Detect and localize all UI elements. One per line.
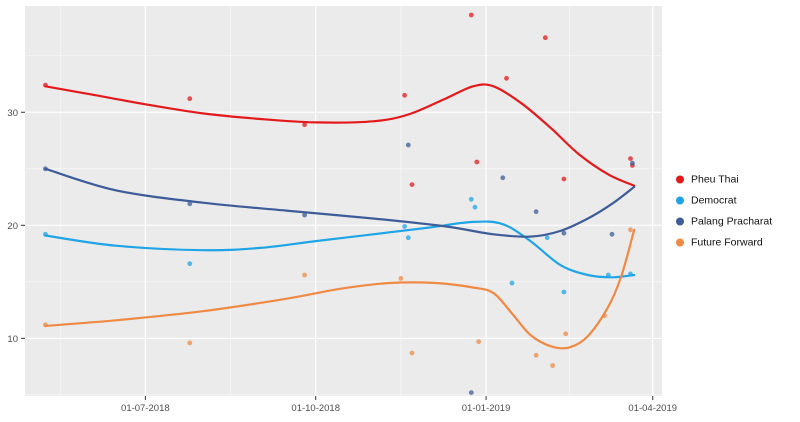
legend-label: Future Forward bbox=[691, 236, 763, 249]
x-tick-label: 01-04-2019 bbox=[628, 403, 677, 414]
legend-label: Pheu Thai bbox=[691, 173, 739, 186]
scatter-point-palang-pracharat bbox=[302, 212, 307, 218]
legend-item-democrat: Democrat bbox=[676, 195, 794, 207]
legend: Pheu Thai Democrat Palang Pracharat Future … bbox=[676, 174, 794, 249]
scatter-point-palang-pracharat bbox=[500, 175, 506, 181]
scatter-point-pheu-thai bbox=[561, 176, 567, 182]
scatter-point-future-forward bbox=[628, 227, 633, 233]
scatter-point-democrat bbox=[468, 196, 474, 202]
scatter-point-pheu-thai bbox=[402, 92, 407, 98]
legend-label: Palang Pracharat bbox=[691, 215, 773, 228]
scatter-point-palang-pracharat bbox=[609, 231, 615, 237]
scatter-point-pheu-thai bbox=[504, 75, 509, 81]
scatter-point-democrat bbox=[405, 235, 411, 241]
legend-label: Democrat bbox=[691, 194, 737, 207]
x-tick-label: 01-07-2018 bbox=[121, 403, 170, 414]
scatter-point-democrat bbox=[187, 261, 193, 267]
plot-panel bbox=[25, 6, 662, 396]
y-tick-label: 10 bbox=[7, 334, 18, 345]
scatter-point-future-forward bbox=[476, 339, 482, 345]
scatter-point-palang-pracharat bbox=[533, 209, 539, 215]
scatter-point-future-forward bbox=[563, 331, 569, 337]
scatter-point-palang-pracharat bbox=[468, 390, 474, 395]
legend-item-future-forward: Future Forward bbox=[676, 237, 794, 249]
scatter-point-future-forward bbox=[187, 340, 193, 346]
scatter-point-pheu-thai bbox=[409, 182, 415, 188]
legend-color-dot bbox=[676, 196, 684, 205]
y-tick-label: 20 bbox=[7, 221, 18, 232]
scatter-point-democrat bbox=[402, 224, 407, 229]
legend-color-dot bbox=[676, 175, 684, 184]
legend-item-pheu-thai: Pheu Thai bbox=[676, 174, 794, 186]
scatter-point-palang-pracharat bbox=[187, 201, 193, 207]
scatter-point-future-forward bbox=[409, 350, 415, 356]
x-tick-label: 01-10-2018 bbox=[291, 403, 340, 414]
scatter-point-pheu-thai bbox=[542, 35, 548, 41]
y-tick-label: 30 bbox=[7, 108, 18, 119]
scatter-point-palang-pracharat bbox=[405, 142, 411, 148]
legend-color-dot bbox=[676, 217, 684, 226]
trend-line-pheu-thai bbox=[44, 83, 636, 187]
trend-line-future-forward bbox=[44, 228, 636, 350]
trend-line-palang-pracharat bbox=[44, 167, 636, 238]
scatter-point-future-forward bbox=[398, 276, 404, 281]
scatter-point-future-forward bbox=[302, 272, 307, 278]
scatter-point-democrat bbox=[561, 289, 567, 295]
scatter-point-pheu-thai bbox=[187, 96, 193, 102]
scatter-point-pheu-thai bbox=[474, 159, 480, 165]
legend-color-dot bbox=[676, 238, 684, 247]
scatter-point-pheu-thai bbox=[302, 122, 307, 128]
scatter-point-future-forward bbox=[550, 363, 556, 368]
scatter-point-palang-pracharat bbox=[630, 160, 635, 166]
scatter-point-pheu-thai bbox=[628, 156, 633, 162]
scatter-point-future-forward bbox=[533, 352, 539, 358]
legend-item-palang-pracharat: Palang Pracharat bbox=[676, 216, 794, 228]
x-tick-label: 01-01-2019 bbox=[462, 403, 511, 414]
scatter-point-democrat bbox=[472, 204, 478, 210]
scatter-point-palang-pracharat bbox=[561, 230, 567, 236]
scatter-point-democrat bbox=[509, 280, 515, 286]
scatter-point-democrat bbox=[544, 235, 550, 241]
scatter-point-pheu-thai bbox=[468, 12, 474, 18]
